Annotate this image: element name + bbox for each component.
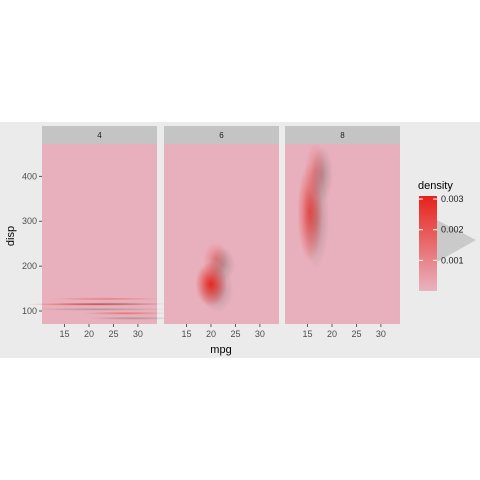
facet-strip-label: 4 <box>97 131 102 140</box>
facet-strip-label: 6 <box>219 131 224 140</box>
panel-background <box>42 144 157 324</box>
density-heatmap-chart: 4 6 8 100 200 300 400 15 20 25 30 15 20 25 30 15 20 2… <box>5 126 476 356</box>
facet-strip <box>285 126 400 144</box>
x-tick-label: 25 <box>108 329 118 339</box>
legend-tick-label: 0.002 <box>441 225 464 235</box>
x-tick-label: 30 <box>376 329 386 339</box>
facet-strip-label: 8 <box>340 131 345 140</box>
legend: density 0.001 0.002 0.003 <box>418 180 476 291</box>
legend-title: density <box>418 180 453 192</box>
facet-panel-6: 6 <box>164 126 279 324</box>
facet-strip <box>164 126 279 144</box>
density-shadow <box>85 316 178 320</box>
density-layer <box>195 242 236 313</box>
x-tick-label: 30 <box>133 329 143 339</box>
x-tick-label: 20 <box>206 329 216 339</box>
x-tick-label: 15 <box>60 329 70 339</box>
density-layer <box>297 142 334 270</box>
legend-ticks: 0.001 0.002 0.003 <box>419 194 464 265</box>
density-region <box>81 311 170 315</box>
y-tick-label: 100 <box>22 306 37 316</box>
density-region <box>305 142 327 197</box>
facet-panel-8: 8 <box>285 126 400 324</box>
x-axis-title: mpg <box>210 344 231 356</box>
density-shadow <box>27 307 172 311</box>
legend-colorbar <box>419 196 437 291</box>
x-tick-label: 25 <box>351 329 361 339</box>
y-tick-label: 300 <box>22 216 37 226</box>
density-region <box>47 297 165 301</box>
x-tick-label: 30 <box>255 329 265 339</box>
density-shadow <box>50 302 174 306</box>
y-axis: 100 200 300 400 <box>22 171 42 316</box>
legend-tick-label: 0.003 <box>441 194 464 204</box>
x-tick-label: 20 <box>84 329 94 339</box>
y-axis-title: disp <box>5 226 17 246</box>
y-tick-label: 400 <box>22 171 37 181</box>
x-tick-label: 15 <box>182 329 192 339</box>
density-layer <box>25 297 178 320</box>
x-tick-label: 20 <box>327 329 337 339</box>
x-axis: 15 20 25 30 15 20 25 30 15 20 25 30 <box>60 324 386 339</box>
x-tick-label: 15 <box>303 329 313 339</box>
facet-strip <box>42 126 157 144</box>
legend-shadow <box>437 220 476 262</box>
density-region <box>203 242 229 277</box>
x-tick-label: 25 <box>230 329 240 339</box>
facet-panel-4: 4 <box>25 126 178 324</box>
y-tick-label: 200 <box>22 261 37 271</box>
chart-figure: 4 6 8 100 200 300 400 15 20 25 30 15 20 25 30 15 20 2… <box>0 122 480 358</box>
legend-tick-label: 0.001 <box>441 255 464 265</box>
